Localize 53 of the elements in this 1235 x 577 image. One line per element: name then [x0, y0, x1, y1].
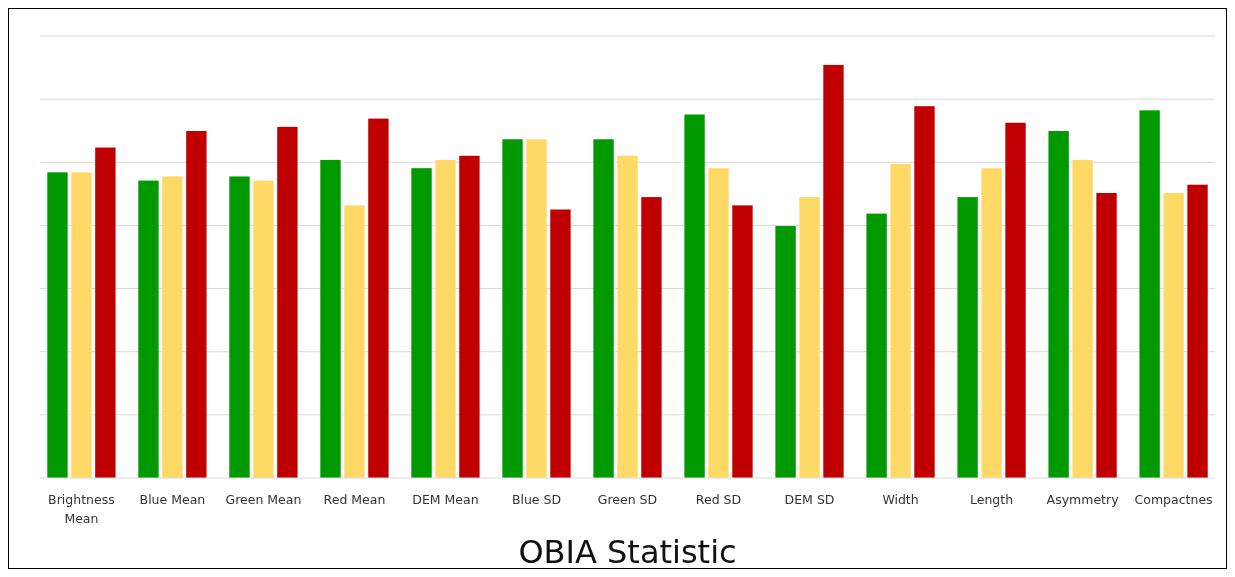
bar: [550, 209, 571, 478]
x-tick-label: DEM Mean: [412, 492, 479, 507]
bar: [1139, 110, 1160, 478]
bar: [459, 155, 480, 478]
bar: [914, 106, 935, 478]
bar: [1005, 122, 1026, 478]
x-tick-label: Length: [970, 492, 1014, 507]
x-tick-label: Brightness Mean: [48, 492, 115, 526]
bar: [95, 147, 116, 478]
bar: [708, 168, 729, 478]
bar: [1187, 184, 1208, 478]
x-tick-label: Red Mean: [323, 492, 386, 507]
x-tick-label: Green SD: [597, 492, 658, 507]
x-tick-label: Asymmetry: [1046, 492, 1120, 507]
bar: [411, 168, 432, 478]
bar: [253, 180, 274, 478]
bar: [344, 205, 365, 478]
bar: [593, 139, 614, 478]
bar: [981, 168, 1002, 478]
x-axis-title: OBIA Statistic: [518, 533, 737, 571]
x-tick-label: Blue Mean: [139, 492, 206, 507]
bar: [162, 176, 183, 478]
x-tick-label: DEM SD: [784, 492, 835, 507]
bar: [526, 139, 547, 478]
bar: [957, 197, 978, 478]
bar: [617, 155, 638, 478]
bar: [502, 139, 523, 478]
bar: [277, 126, 298, 478]
bar: [823, 64, 844, 478]
bar: [368, 118, 389, 478]
bar: [229, 176, 250, 478]
x-tick-label: Red SD: [695, 492, 742, 507]
x-tick-label: Compactnes: [1134, 492, 1213, 507]
x-tick-label: Blue SD: [511, 492, 562, 507]
bar: [1048, 131, 1069, 478]
bar: [866, 213, 887, 478]
bar: [799, 197, 820, 478]
bar: [435, 159, 456, 478]
bar: [1163, 192, 1184, 478]
bar: [47, 172, 68, 478]
bar: [684, 114, 705, 478]
bar: [775, 226, 796, 478]
x-tick-label: Width: [882, 492, 919, 507]
bar: [320, 159, 341, 478]
bar: [641, 197, 662, 478]
bar: [186, 131, 207, 478]
x-tick-label: Green Mean: [225, 492, 302, 507]
bar: [138, 180, 159, 478]
bar: [732, 205, 753, 478]
bar: [890, 164, 911, 478]
bar: [1072, 159, 1093, 478]
bar: [1096, 192, 1117, 478]
bar: [71, 172, 92, 478]
